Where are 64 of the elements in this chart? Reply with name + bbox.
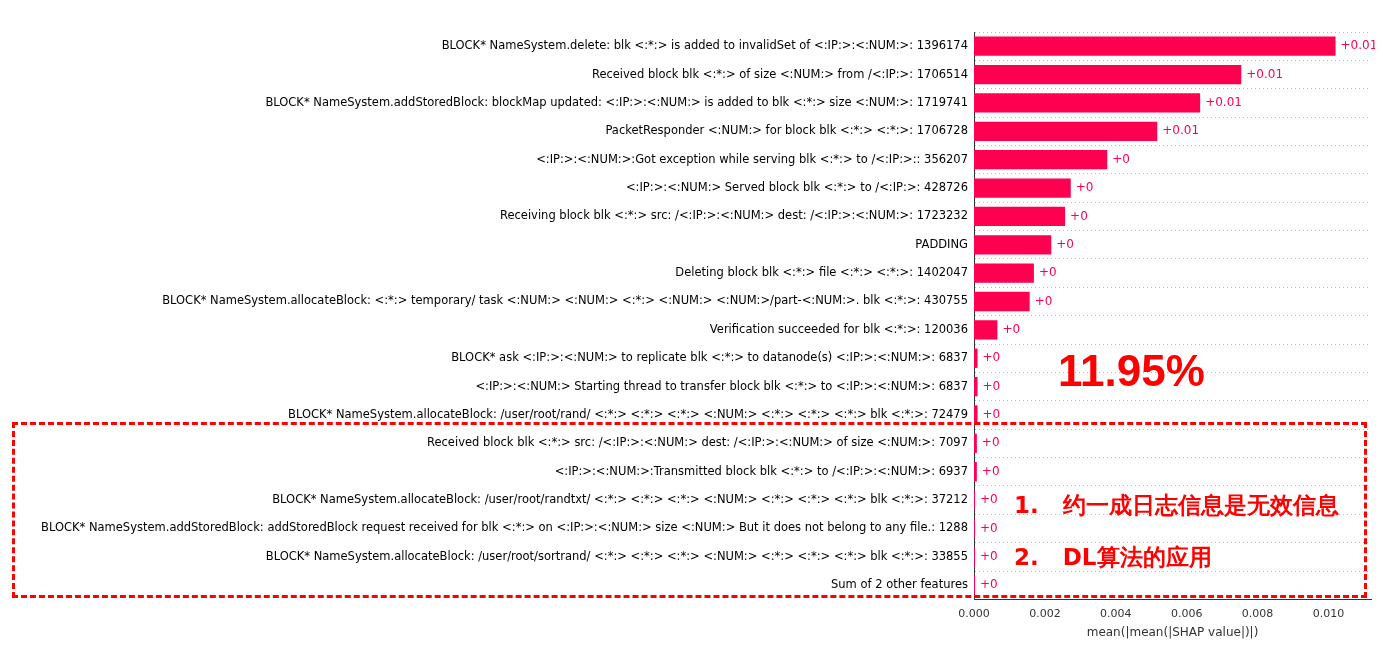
bar [974,235,1052,255]
bar [974,433,977,454]
annotation: 1. 约一成日志信息是无效信息 [1014,491,1339,520]
y-tick-label: <:IP:>:<:NUM:> Served block blk <:*:> to /<:IP:>: 428726 [625,180,968,195]
x-tick-label: 0.000 [958,606,990,620]
y-tick-label: BLOCK* NameSystem.addStoredBlock: blockMap updated: <:IP:>:<:NUM:> is added to blk <:*:> size <:NUM:>: 1719741 [265,94,968,109]
x-tick-label: 0.002 [1029,606,1061,620]
y-tick-label: Verification succeeded for blk <:*:>: 120036 [709,321,968,336]
bar [974,121,1158,141]
y-tick-label: PADDING [915,236,968,251]
data-label: +0 [982,407,1001,422]
data-label: +0 [1038,265,1057,280]
x-tick-label: 0.006 [1170,606,1203,620]
bar [974,64,1242,85]
x-tick-label: 0.010 [1312,606,1345,620]
y-tick-label: BLOCK* NameSystem.delete: blk <:*:> is added to invalidSet of <:IP:>:<:NUM:>: 1396174 [441,38,968,53]
data-label: +0 [980,520,998,535]
data-label: +0.01 [1162,123,1200,138]
data-label: +0 [1002,322,1021,337]
data-label: +0 [1056,236,1074,251]
annotation: 11.95% [1058,346,1205,396]
y-tick-label: Sum of 2 other features [831,577,968,592]
y-tick-label: Receiving block blk <:*:> src: /<:IP:>:<:NUM:> dest: /<:IP:>:<:NUM:>: 1723232 [499,208,968,223]
bar [974,150,1108,170]
bar [974,462,977,482]
data-label: +0 [1075,180,1094,195]
data-label: +0 [1034,293,1053,308]
data-label: +0 [1112,151,1130,166]
data-label: +0 [982,378,1001,393]
data-label: +0 [980,548,998,563]
data-label: +0.01 [1205,95,1242,110]
bar [974,93,1201,113]
bar [974,263,1034,283]
bar [974,348,978,368]
bar [974,178,1071,198]
y-tick-label: BLOCK* ask <:IP:>:<:NUM:> to replicate blk <:*:> to datanode(s) <:IP:>:<:NUM:>: 6837 [451,350,968,365]
y-tick-label: <:IP:>:<:NUM:> Starting thread to transfer block blk <:*:> to <:IP:>:<:NUM:>: 6837 [475,378,968,393]
y-tick-label: PacketResponder <:NUM:> for block blk <:*:> <:*:>: 1706728 [605,123,968,138]
bar [974,36,1336,56]
x-tick-label: 0.004 [1100,606,1132,620]
data-label: +0 [980,577,998,592]
annotation: 2. DL算法的应用 [1014,543,1212,572]
bar [974,291,1030,312]
data-label: +0 [981,463,1000,478]
data-label: +0 [982,350,1001,365]
y-tick-label: BLOCK* NameSystem.allocateBlock: /user/root/rand/ <:*:> <:*:> <:*:> <:NUM:> <:*:> <:*:> <:*:> blk <:*:>: 72479 [288,406,968,421]
data-label: +0 [981,435,1000,450]
y-tick-label: BLOCK* NameSystem.allocateBlock: /user/root/sortrand/ <:*:> <:*:> <:*:> <:NUM:> <:*:> <:*:> <:*:> blk <:*:>: 33855 [265,548,968,563]
y-tick-label: BLOCK* NameSystem.allocateBlock: <:*:> temporary/ task <:NUM:> <:NUM:> <:*:> <:NUM:> <:NUM:>/part-<:NUM:>. blk <:*:>: 430755 [162,293,968,308]
bar [974,376,978,397]
y-tick-label: Received block blk <:*:> src: /<:IP:>:<:NUM:> dest: /<:IP:>:<:NUM:> of size <:NUM:>: 7097 [427,435,968,450]
data-label: +0 [980,492,998,507]
y-tick-label: <:IP:>:<:NUM:>:Transmitted block blk <:*:> to /<:IP:>:<:NUM:>: 6937 [554,463,968,478]
y-tick-label: Received block blk <:*:> of size <:NUM:> from /<:IP:>: 1706514 [591,66,968,81]
y-tick-label: BLOCK* NameSystem.addStoredBlock: addStoredBlock request received for blk <:*:> on <:IP:>:<:NUM:> size <:NUM:> But it does not belong to any file.: 1288 [41,520,968,535]
bar [974,206,1066,227]
data-label: +0.01 [1246,66,1284,81]
data-label: +0 [1070,208,1088,223]
y-tick-label: BLOCK* NameSystem.allocateBlock: /user/root/randtxt/ <:*:> <:*:> <:*:> <:NUM:> <:*:> <:*:> <:*:> blk <:*:>: 37212 [272,492,968,507]
y-tick-label: <:IP:>:<:NUM:>:Got exception while serving blk <:*:> to /<:IP:>:: 356207 [536,151,968,166]
x-tick-label: 0.008 [1241,606,1274,620]
x-axis-title: mean(|mean(|SHAP value|)|) [1086,624,1259,639]
y-tick-label: Deleting block blk <:*:> file <:*:> <:*:>: 1402047 [675,265,968,280]
bar [974,320,998,340]
